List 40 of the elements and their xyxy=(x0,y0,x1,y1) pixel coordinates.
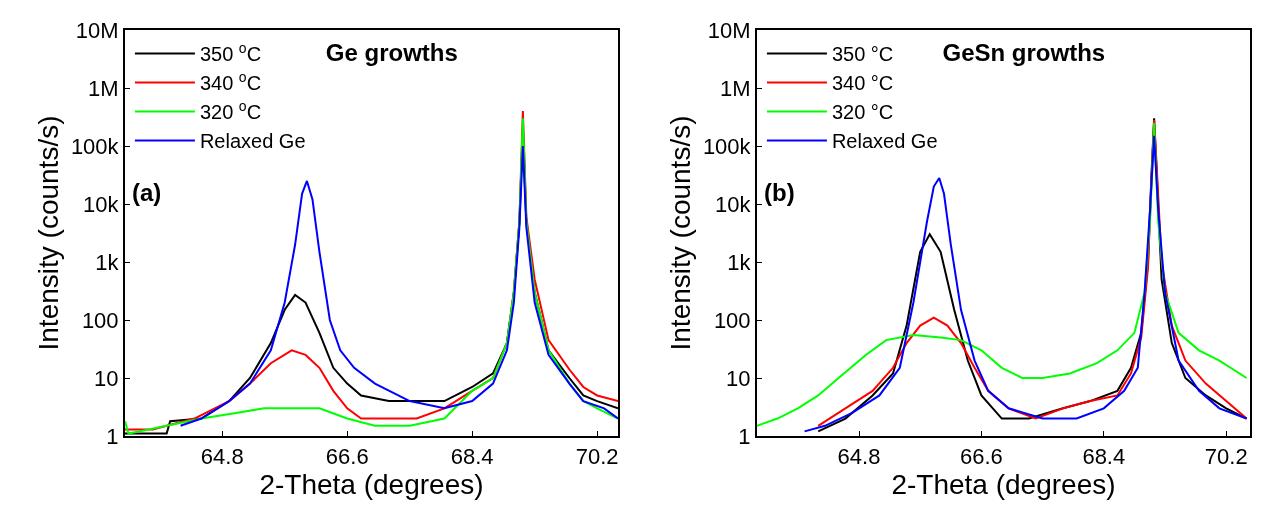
x-tick-label: 70.2 xyxy=(575,444,619,470)
y-tick-label: 10M xyxy=(75,17,119,43)
x-axis-title: 2-Theta (degrees) xyxy=(891,469,1116,501)
legend-label: 340 $^{o}$C xyxy=(199,68,262,95)
y-tick-label: 1k xyxy=(727,249,752,275)
y-tick-label: 100 xyxy=(81,307,119,333)
y-axis-title: Intensity (counts/s) xyxy=(665,115,697,351)
chart-title: GeSn growths xyxy=(942,38,1106,66)
y-tick-label: 1M xyxy=(88,75,119,101)
annotation: (b) xyxy=(764,179,795,206)
y-tick-label: 1M xyxy=(720,75,751,101)
y-tick-label: 10k xyxy=(83,191,120,217)
y-tick-label: 10 xyxy=(94,365,119,391)
x-tick-label: 68.4 xyxy=(1082,444,1126,470)
legend-label: 320 $^{o}$C xyxy=(199,97,262,124)
y-tick-label: 10 xyxy=(726,365,751,391)
legend-label: 340 °C xyxy=(831,72,894,95)
y-tick-label: 100k xyxy=(702,133,752,159)
x-tick-label: 64.8 xyxy=(200,444,244,470)
legend-label: 350 °C xyxy=(831,43,894,66)
x-axis-title: 2-Theta (degrees) xyxy=(259,469,484,501)
y-axis-title: Intensity (counts/s) xyxy=(33,115,65,351)
y-tick-label: 1k xyxy=(95,249,120,275)
legend-label: Relaxed Ge xyxy=(199,130,306,153)
y-tick-label: 10M xyxy=(707,17,751,43)
y-tick-label: 1 xyxy=(738,423,751,449)
legend-label: 320 °C xyxy=(831,101,894,124)
chart-title: Ge growths xyxy=(325,38,458,66)
y-tick-label: 100k xyxy=(70,133,120,159)
x-tick-label: 66.6 xyxy=(325,444,369,470)
y-tick-label: 100 xyxy=(713,307,751,333)
legend-label: Relaxed Ge xyxy=(831,130,938,153)
legend-label: 350 $^{o}$C xyxy=(199,39,262,66)
y-tick-label: 10k xyxy=(715,191,752,217)
annotation: (a) xyxy=(132,179,162,206)
x-tick-label: 68.4 xyxy=(450,444,494,470)
y-tick-label: 1 xyxy=(106,423,119,449)
x-tick-label: 66.6 xyxy=(959,444,1003,470)
x-tick-label: 70.2 xyxy=(1204,444,1248,470)
x-tick-label: 64.8 xyxy=(837,444,881,470)
